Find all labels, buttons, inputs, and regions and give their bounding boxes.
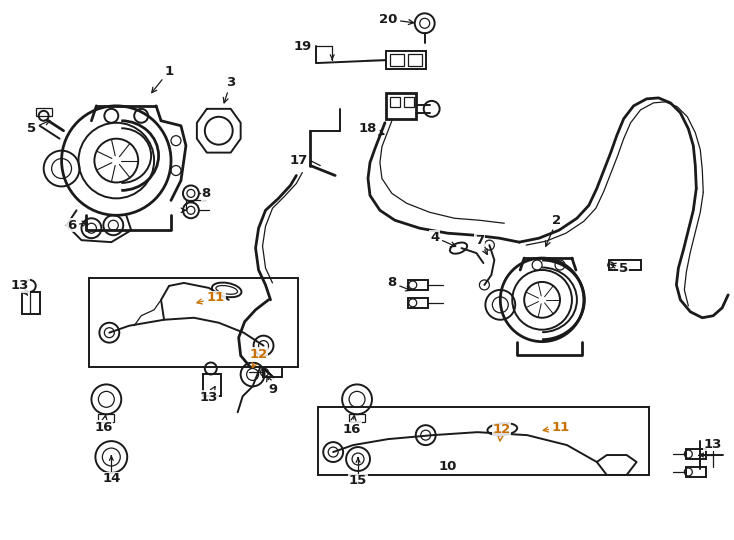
Bar	[404, 97, 414, 107]
Text: 12: 12	[493, 423, 510, 441]
Bar	[686, 449, 706, 459]
Text: 8: 8	[201, 187, 211, 200]
Bar	[390, 54, 404, 66]
Text: 5: 5	[611, 261, 628, 274]
Text: 13: 13	[704, 437, 722, 450]
Bar	[408, 298, 428, 308]
Circle shape	[39, 111, 48, 121]
Text: 9: 9	[266, 376, 277, 396]
Text: 13: 13	[200, 387, 218, 404]
Bar	[203, 374, 221, 396]
Text: 3: 3	[223, 77, 236, 103]
Text: 2: 2	[545, 214, 562, 246]
Bar	[36, 108, 51, 116]
Text: 10: 10	[438, 461, 457, 474]
Text: 16: 16	[343, 415, 361, 436]
Bar	[408, 280, 428, 290]
Bar	[349, 414, 365, 422]
Text: 19: 19	[293, 39, 311, 53]
Text: 14: 14	[102, 472, 120, 485]
Text: 1: 1	[152, 64, 173, 93]
Text: 17: 17	[289, 154, 308, 167]
Bar	[408, 54, 422, 66]
Bar	[22, 292, 40, 314]
Bar	[386, 93, 415, 119]
Text: 6: 6	[67, 219, 87, 232]
Text: 12: 12	[250, 348, 268, 368]
Bar	[90, 278, 298, 368]
Text: 15: 15	[349, 475, 367, 488]
Text: 16: 16	[94, 415, 112, 434]
Text: 11: 11	[197, 292, 225, 305]
Bar	[390, 97, 400, 107]
Text: 5: 5	[27, 120, 50, 135]
Bar	[319, 407, 649, 475]
Text: 7: 7	[475, 234, 487, 254]
Bar	[386, 51, 426, 69]
Text: 13: 13	[10, 279, 29, 295]
Text: 4: 4	[430, 231, 456, 247]
Text: 18: 18	[359, 122, 384, 135]
Bar	[608, 260, 641, 270]
Bar	[686, 467, 706, 477]
Bar	[98, 414, 115, 422]
Text: 20: 20	[379, 13, 413, 26]
Text: 11: 11	[543, 421, 570, 434]
Text: 8: 8	[388, 276, 411, 291]
Bar	[263, 368, 283, 377]
